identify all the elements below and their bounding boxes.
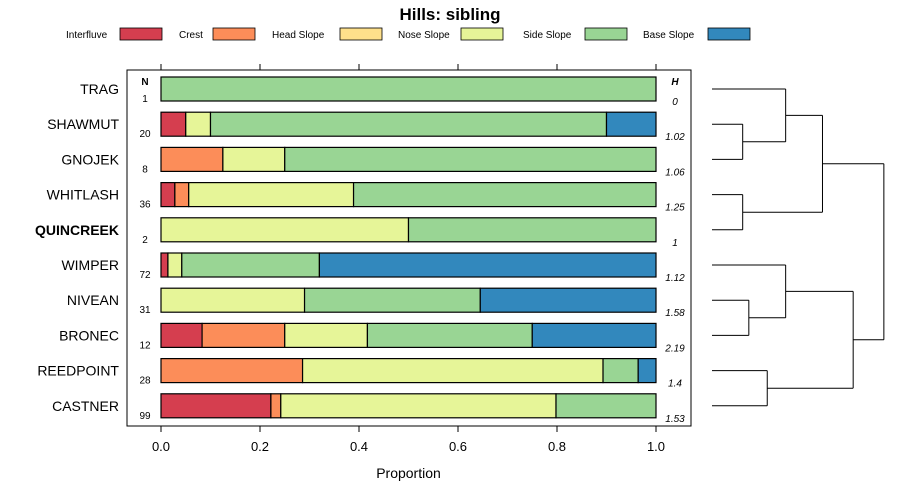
legend-label-base-slope: Base Slope bbox=[643, 30, 695, 41]
n-value-gnojek: 8 bbox=[142, 164, 148, 175]
h-value-reedpoint: 1.4 bbox=[668, 379, 682, 390]
n-value-reedpoint: 28 bbox=[139, 376, 151, 387]
bar-segment-gnojek-nose-slope bbox=[222, 146, 286, 172]
bar-segment-whitlash-side-slope bbox=[352, 182, 657, 208]
row-label-whitlash: WHITLASH bbox=[47, 187, 119, 203]
row-label-quincreek: QUINCREEK bbox=[35, 222, 119, 238]
bar-segment-bronec-crest bbox=[201, 322, 286, 348]
plot-frame bbox=[126, 69, 692, 427]
n-value-nivean: 31 bbox=[139, 305, 151, 316]
bar-segment-whitlash-interfluve bbox=[160, 182, 176, 208]
bar-segment-trag-side-slope bbox=[160, 76, 657, 102]
bar-segment-castner-side-slope bbox=[555, 393, 657, 419]
h-value-castner: 1.53 bbox=[665, 414, 685, 425]
legend-swatch-head-slope bbox=[339, 27, 383, 41]
bar-segment-castner-interfluve bbox=[160, 393, 272, 419]
bar-segment-bronec-nose-slope bbox=[284, 322, 369, 348]
legend-swatch-side-slope bbox=[584, 27, 628, 41]
bar-segment-whitlash-crest bbox=[174, 182, 190, 208]
bar-segment-quincreek-side-slope bbox=[407, 217, 657, 243]
legend-label-crest: Crest bbox=[179, 30, 203, 41]
row-label-trag: TRAG bbox=[80, 81, 119, 97]
n-value-wimper: 72 bbox=[139, 270, 151, 281]
h-value-gnojek: 1.06 bbox=[665, 167, 685, 178]
n-value-quincreek: 2 bbox=[142, 235, 148, 246]
bar-segment-bronec-base-slope bbox=[531, 322, 657, 348]
bar-segment-shawmut-base-slope bbox=[605, 111, 657, 137]
bar-segment-reedpoint-nose-slope bbox=[301, 358, 604, 384]
row-label-nivean: NIVEAN bbox=[67, 292, 119, 308]
legend-swatch-base-slope bbox=[707, 27, 751, 41]
n-value-bronec: 12 bbox=[139, 340, 151, 351]
row-label-reedpoint: REEDPOINT bbox=[37, 363, 119, 379]
legend-label-nose-slope: Nose Slope bbox=[398, 30, 450, 41]
n-value-shawmut: 20 bbox=[139, 129, 151, 140]
bar-segment-quincreek-nose-slope bbox=[160, 217, 410, 243]
x-tick-label-0: 0.0 bbox=[152, 439, 170, 454]
h-value-nivean: 1.58 bbox=[665, 308, 685, 319]
row-label-bronec: BRONEC bbox=[59, 327, 119, 343]
row-label-shawmut: SHAWMUT bbox=[47, 116, 119, 132]
legend-label-head-slope: Head Slope bbox=[272, 30, 325, 41]
h-value-trag: 0 bbox=[672, 97, 678, 108]
h-value-wimper: 1.12 bbox=[665, 273, 685, 284]
bar-segment-castner-crest bbox=[270, 393, 282, 419]
x-axis-label: Proportion bbox=[376, 465, 441, 481]
bar-segment-castner-nose-slope bbox=[280, 393, 557, 419]
legend-label-interfluve: Interfluve bbox=[66, 30, 108, 41]
bar-segment-gnojek-crest bbox=[160, 146, 224, 172]
legend-swatch-interfluve bbox=[119, 27, 163, 41]
x-tick-label-1: 0.2 bbox=[251, 439, 269, 454]
x-tick-label-2: 0.4 bbox=[350, 439, 368, 454]
x-tick-label-5: 1.0 bbox=[647, 439, 665, 454]
legend-swatch-crest bbox=[212, 27, 256, 41]
bar-segment-reedpoint-crest bbox=[160, 358, 304, 384]
chart-title: Hills: sibling bbox=[399, 5, 500, 24]
bar-segment-wimper-base-slope bbox=[318, 252, 657, 278]
dendrogram bbox=[712, 88, 885, 407]
bar-segment-reedpoint-side-slope bbox=[602, 358, 639, 384]
bar-segment-whitlash-nose-slope bbox=[188, 182, 355, 208]
n-value-whitlash: 36 bbox=[139, 200, 151, 211]
row-label-gnojek: GNOJEK bbox=[61, 151, 119, 167]
bar-rows: TRAG 1 0 SHAWMUT 20 1.02 GNOJEK 8 1.06 WHITLASH 36… bbox=[35, 76, 685, 425]
n-value-castner: 99 bbox=[139, 411, 151, 422]
n-column-header: N bbox=[141, 77, 148, 88]
bar-segment-gnojek-side-slope bbox=[284, 146, 657, 172]
legend-swatch-nose-slope bbox=[460, 27, 504, 41]
row-label-wimper: WIMPER bbox=[61, 257, 119, 273]
bar-segment-wimper-nose-slope bbox=[167, 252, 183, 278]
h-value-quincreek: 1 bbox=[672, 238, 678, 249]
h-column-header: H bbox=[671, 77, 679, 88]
h-value-whitlash: 1.25 bbox=[665, 203, 685, 214]
bar-segment-bronec-side-slope bbox=[366, 322, 533, 348]
bar-segment-nivean-nose-slope bbox=[160, 287, 306, 313]
bar-segment-wimper-interfluve bbox=[160, 252, 169, 278]
row-label-castner: CASTNER bbox=[52, 398, 119, 414]
x-tick-label-4: 0.8 bbox=[548, 439, 566, 454]
bar-segment-shawmut-interfluve bbox=[160, 111, 187, 137]
legend-label-side-slope: Side Slope bbox=[523, 30, 572, 41]
h-value-shawmut: 1.02 bbox=[665, 132, 685, 143]
bar-segment-reedpoint-base-slope bbox=[637, 358, 657, 384]
bar-segment-shawmut-side-slope bbox=[209, 111, 608, 137]
bar-segment-bronec-interfluve bbox=[160, 322, 203, 348]
bar-segment-nivean-side-slope bbox=[303, 287, 481, 313]
x-tick-label-3: 0.6 bbox=[449, 439, 467, 454]
bar-segment-wimper-side-slope bbox=[181, 252, 320, 278]
legend: Interfluve Crest Head Slope Nose Slope Side … bbox=[66, 27, 751, 41]
h-value-bronec: 2.19 bbox=[664, 343, 685, 354]
n-value-trag: 1 bbox=[142, 94, 148, 105]
bar-segment-nivean-base-slope bbox=[479, 287, 657, 313]
bar-segment-shawmut-nose-slope bbox=[185, 111, 212, 137]
x-axis: 0.0 0.2 0.4 0.6 0.8 1.0 bbox=[152, 64, 665, 454]
